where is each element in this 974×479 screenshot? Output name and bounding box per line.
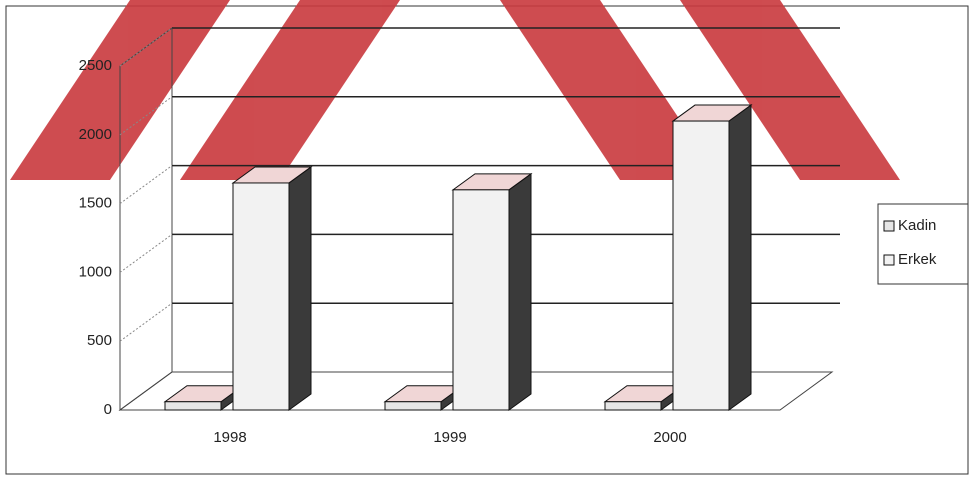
x-tick-label: 2000 — [653, 429, 686, 446]
grid-line-diag — [119, 233, 173, 273]
bar — [163, 384, 245, 411]
legend-label: Kadin — [898, 217, 936, 234]
x-tick-label: 1998 — [213, 429, 246, 446]
y-tick-label: 0 — [104, 401, 112, 418]
grid-line-diag — [119, 27, 173, 67]
legend — [877, 203, 969, 285]
bar-side — [288, 165, 312, 411]
bar — [671, 104, 753, 411]
y-tick-label: 2000 — [79, 126, 112, 143]
bar-front — [384, 401, 442, 411]
bar-side — [508, 172, 532, 411]
y-tick-label: 2500 — [79, 57, 112, 74]
bar — [603, 384, 685, 411]
y-tick-label: 500 — [87, 332, 112, 349]
bar — [383, 384, 465, 411]
bar-front — [232, 182, 290, 411]
watermark — [10, 0, 900, 180]
grid-line-diag — [119, 96, 173, 136]
bar — [231, 165, 313, 411]
y-tick-label: 1000 — [79, 263, 112, 280]
bar-front — [604, 401, 662, 411]
grid-line-diag — [119, 165, 173, 205]
floor — [118, 371, 834, 411]
legend-swatch — [883, 254, 895, 266]
bar-front — [164, 401, 222, 411]
bar — [451, 172, 533, 411]
bar-front — [672, 120, 730, 411]
legend-label: Erkek — [898, 251, 937, 268]
y-tick-label: 1500 — [79, 195, 112, 212]
bar-side — [728, 104, 752, 411]
bar-front — [452, 189, 510, 411]
grid-line-diag — [119, 302, 173, 342]
legend-swatch — [883, 220, 895, 232]
x-tick-label: 1999 — [433, 429, 466, 446]
